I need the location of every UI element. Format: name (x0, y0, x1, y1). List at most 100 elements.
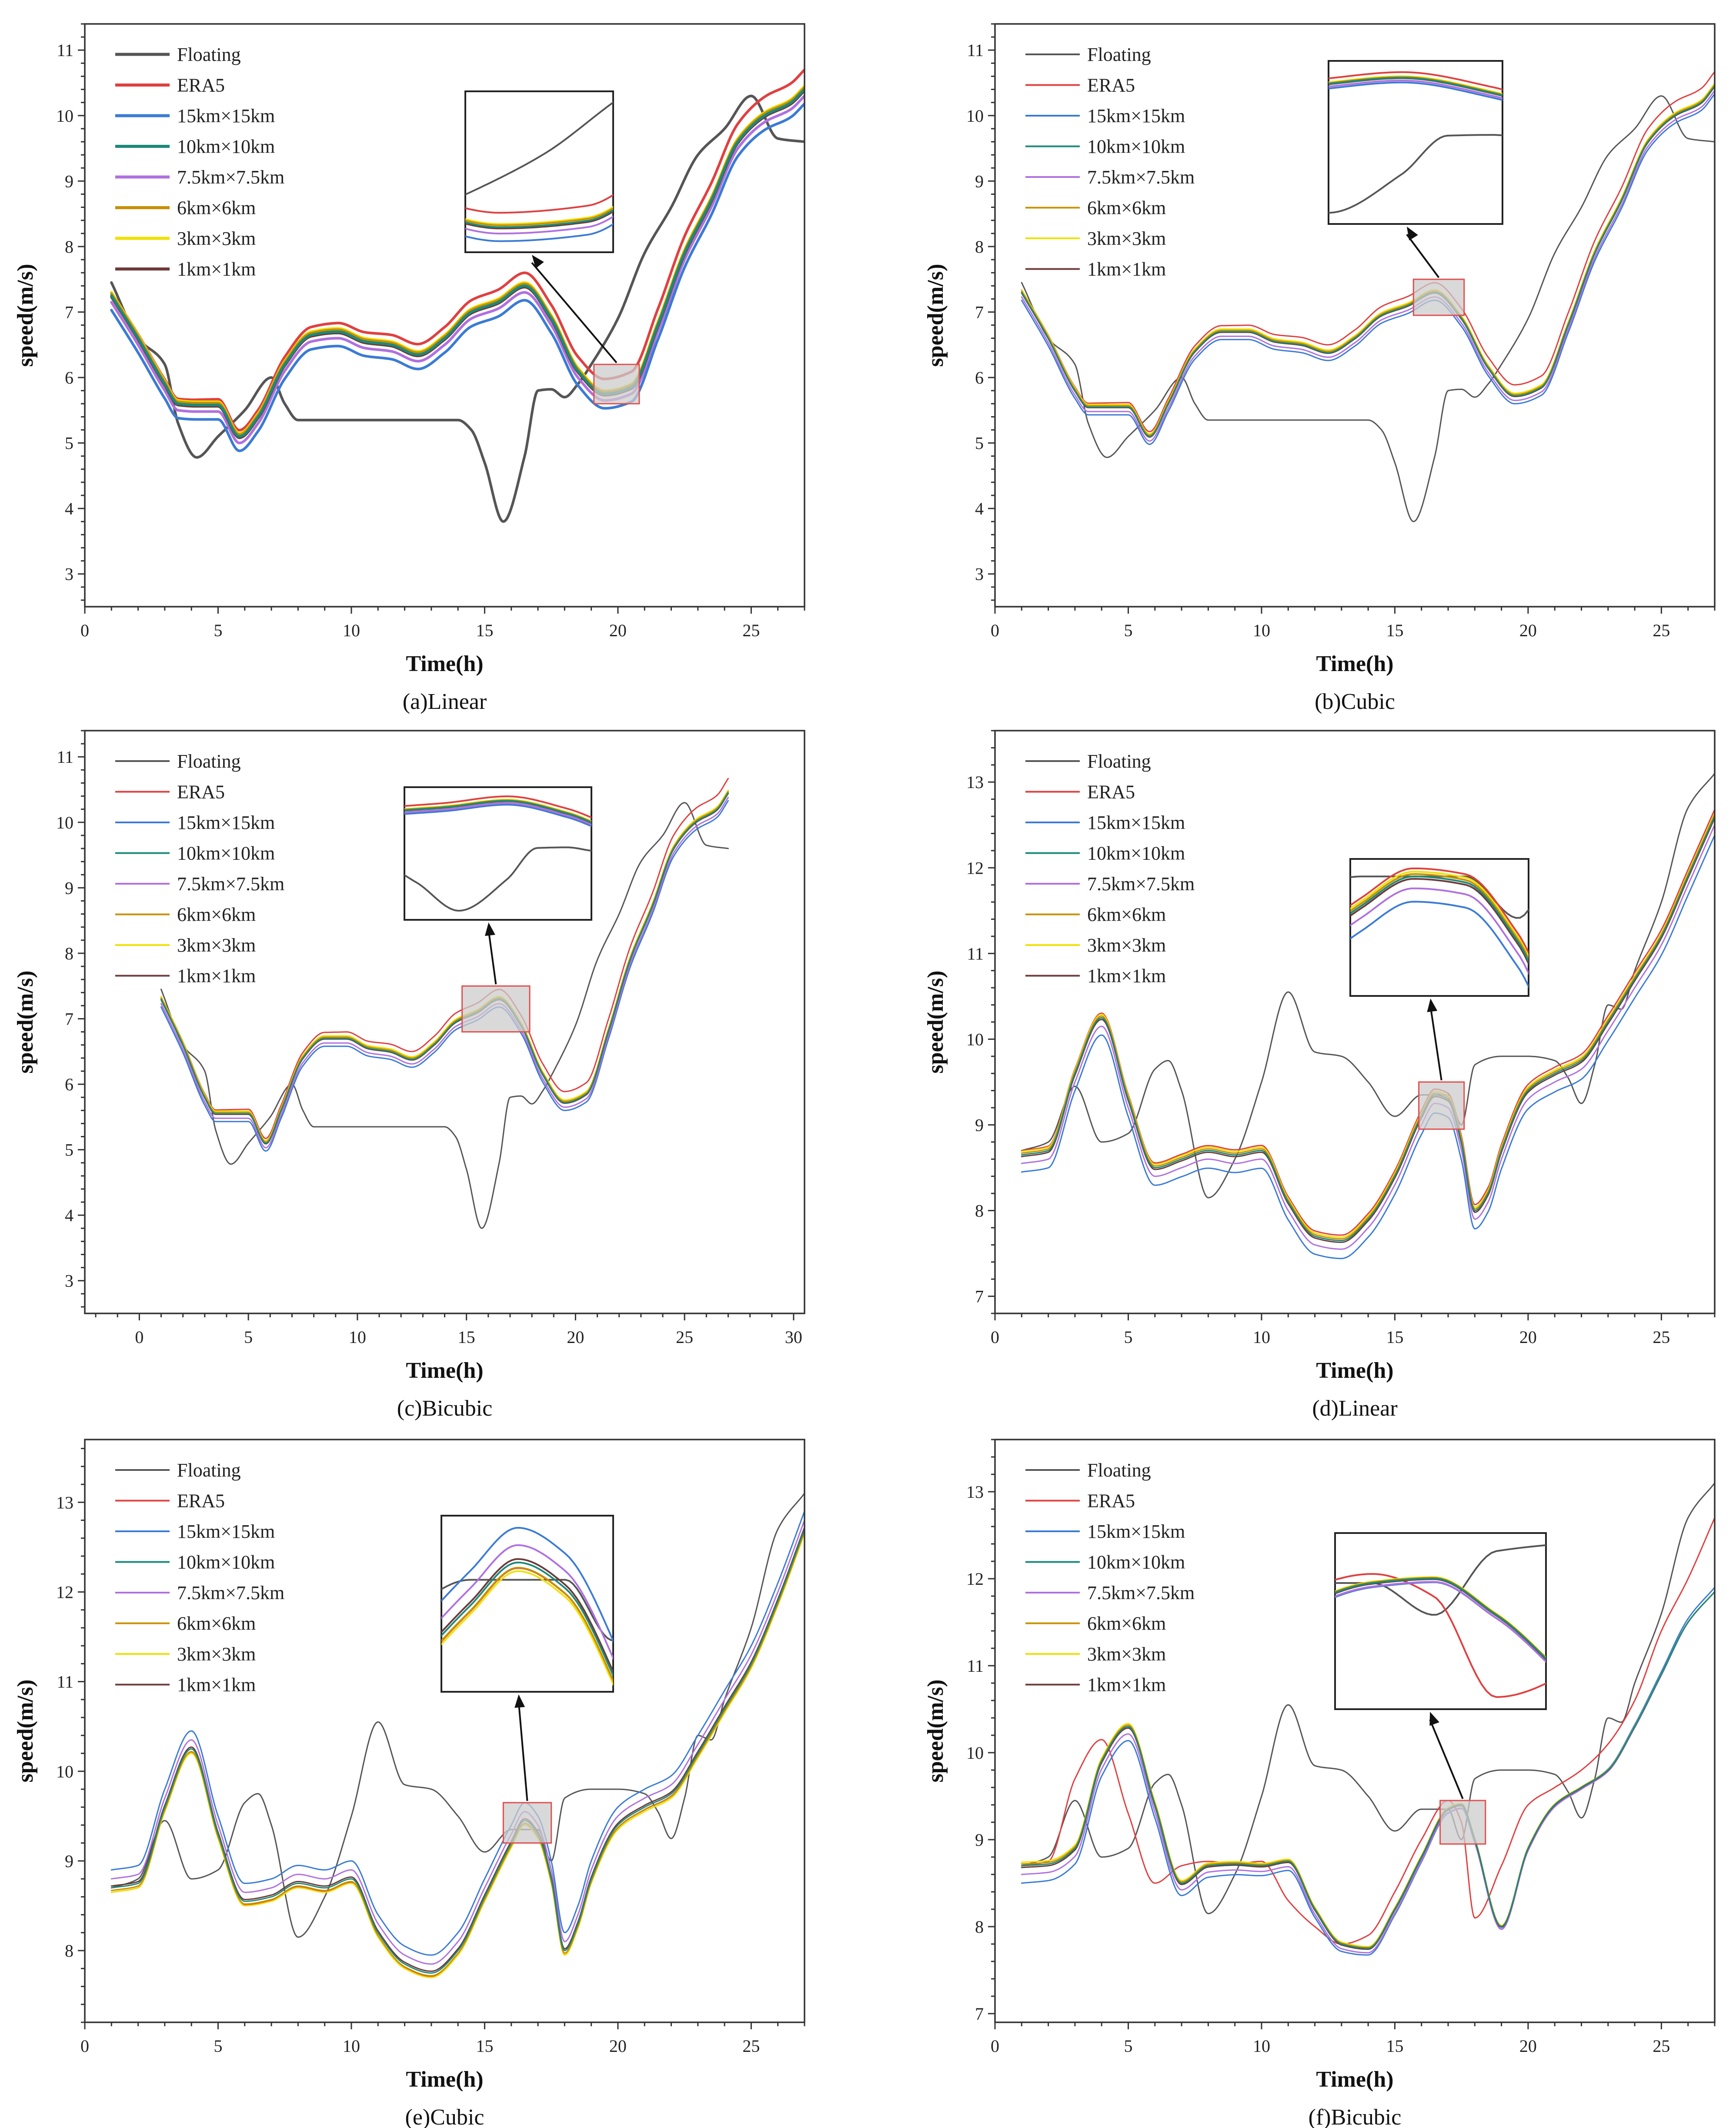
legend-label-era5: ERA5 (177, 782, 225, 803)
legend-label-10kmx10km: 10km×10km (1087, 136, 1185, 157)
x-axis-title: Time(h) (1316, 1358, 1393, 1383)
y-tick-label: 11 (57, 40, 73, 60)
inset-line-era5 (1335, 1573, 1546, 1698)
x-tick-label: 10 (349, 1327, 366, 1347)
x-tick-label: 20 (1519, 1327, 1537, 1347)
y-tick-label: 5 (65, 434, 73, 453)
legend-label-era5: ERA5 (1087, 782, 1135, 803)
inset-lines (1335, 1544, 1546, 1698)
inset-lines (465, 101, 613, 242)
legend-label-7-5kmx7-5km: 7.5km×7.5km (1087, 167, 1195, 188)
series-line-15kmx15km (110, 1510, 805, 1956)
inset-line-10kmx10km (404, 800, 591, 824)
x-tick-label: 10 (1253, 1327, 1270, 1347)
y-tick-label: 4 (65, 1206, 73, 1225)
y-axis-title: speed(m/s) (923, 971, 948, 1074)
inset-line-era5 (1329, 71, 1502, 90)
inset-line-1kmx1km (1350, 878, 1529, 966)
legend-label-3kmx3km: 3km×3km (1087, 228, 1166, 249)
panel-caption: (f)Bicubic (1309, 2105, 1402, 2128)
x-tick-label: 20 (1519, 621, 1537, 640)
chart-panel-5: 0 5 10 15 20 25 7 8 9 10 11 12 13 Time(h) speed(m/s) (f… (923, 1439, 1716, 2128)
series-line-floating (1021, 773, 1715, 1199)
y-tick-label: 10 (966, 1743, 984, 1763)
legend-label-1kmx1km: 1km×1km (177, 1674, 256, 1696)
panel-caption: (a)Linear (403, 689, 487, 714)
panel-caption: (b)Cubic (1315, 689, 1395, 714)
legend-label-15kmx15km: 15km×15km (1087, 105, 1185, 127)
y-tick-label: 11 (967, 1656, 984, 1676)
inset-line-7-5kmx7-5km (1335, 1581, 1546, 1663)
legend-label-3kmx3km: 3km×3km (177, 935, 256, 956)
chart-panel-0: 0 5 10 15 20 25 3 4 5 6 7 8 9 10 11 Time(h) speed(m/s) (a… (13, 23, 805, 714)
x-tick-label: 0 (991, 621, 999, 640)
legend-label-1kmx1km: 1km×1km (177, 965, 256, 987)
x-tick-label: 5 (214, 621, 222, 640)
y-tick-label: 3 (975, 565, 984, 584)
plot-frame (84, 1439, 805, 2023)
series-line-7-5kmx7-5km (110, 94, 805, 444)
legend-label-7-5kmx7-5km: 7.5km×7.5km (177, 167, 284, 188)
zoom-region-box (461, 985, 531, 1033)
y-tick-label: 12 (966, 1569, 984, 1589)
y-tick-label: 6 (65, 1075, 73, 1094)
series-line-7-5kmx7-5km (160, 797, 729, 1149)
plot-frame (84, 23, 805, 608)
y-axis-title: speed(m/s) (13, 971, 38, 1074)
inset-line-7-5kmx7-5km (465, 215, 613, 234)
legend-label-era5: ERA5 (1087, 1490, 1135, 1512)
chart-panel-1: 0 5 10 15 20 25 3 4 5 6 7 8 9 10 11 Time(h) speed(m/s) (b… (923, 23, 1716, 714)
legend-label-1kmx1km: 1km×1km (1087, 259, 1166, 280)
y-tick-label: 6 (975, 368, 984, 388)
inset-frame (441, 1515, 614, 1693)
x-tick-label: 25 (1653, 1327, 1670, 1347)
plot-lines (1021, 773, 1715, 1259)
legend-label-3kmx3km: 3km×3km (1087, 1644, 1166, 1665)
series-line-15kmx15km (110, 102, 805, 452)
y-tick-label: 9 (975, 1830, 984, 1850)
x-tick-label: 15 (458, 1327, 475, 1347)
x-axis-title: Time(h) (1316, 651, 1393, 676)
series-line-10kmx10km (160, 792, 729, 1144)
zoom-arrow-head (1407, 227, 1418, 241)
x-tick-label: 10 (343, 621, 360, 640)
y-tick-label: 8 (65, 237, 73, 257)
inset-line-3kmx3km (465, 206, 613, 225)
x-tick-label: 0 (991, 2036, 999, 2056)
legend-label-6kmx6km: 6km×6km (177, 197, 256, 219)
legend-label-6kmx6km: 6km×6km (1087, 1613, 1166, 1634)
inset-lines (441, 1527, 613, 1687)
legend-label-floating: Floating (1087, 751, 1151, 772)
series-line-15kmx15km (1021, 93, 1715, 445)
zoom-region-box (502, 1802, 552, 1844)
y-tick-label: 8 (975, 1201, 984, 1221)
series-line-floating (110, 94, 805, 523)
inset-line-15kmx15km (1329, 81, 1502, 101)
y-tick-label: 10 (56, 106, 73, 126)
zoom-arrow-line (531, 262, 618, 364)
series-line-6kmx6km (110, 1531, 805, 1977)
zoom-arrow-line (1429, 1719, 1464, 1799)
y-tick-label: 7 (65, 1009, 73, 1029)
inset-lines (404, 795, 591, 912)
y-tick-label: 13 (56, 1493, 73, 1512)
series-line-7-5kmx7-5km (1021, 824, 1715, 1250)
legend-label-10kmx10km: 10km×10km (177, 843, 275, 864)
inset-line-15kmx15km (1350, 901, 1529, 989)
legend-label-7-5kmx7-5km: 7.5km×7.5km (1087, 873, 1195, 895)
y-tick-label: 11 (967, 944, 984, 963)
legend-label-15kmx15km: 15km×15km (177, 1521, 275, 1542)
x-tick-label: 5 (1124, 621, 1132, 640)
y-tick-label: 8 (975, 1917, 984, 1937)
x-tick-label: 25 (676, 1327, 693, 1347)
legend-label-10kmx10km: 10km×10km (177, 1552, 275, 1573)
x-tick-label: 30 (785, 1327, 802, 1347)
inset-line-1kmx1km (465, 210, 613, 230)
series-line-7-5kmx7-5km (1021, 90, 1715, 442)
series-line-era5 (1021, 71, 1715, 432)
legend-label-3kmx3km: 3km×3km (177, 228, 256, 249)
x-tick-label: 0 (80, 621, 89, 640)
zoom-arrow-head (485, 922, 495, 936)
legend-label-3kmx3km: 3km×3km (1087, 935, 1166, 956)
plot-frame (994, 1439, 1716, 2023)
